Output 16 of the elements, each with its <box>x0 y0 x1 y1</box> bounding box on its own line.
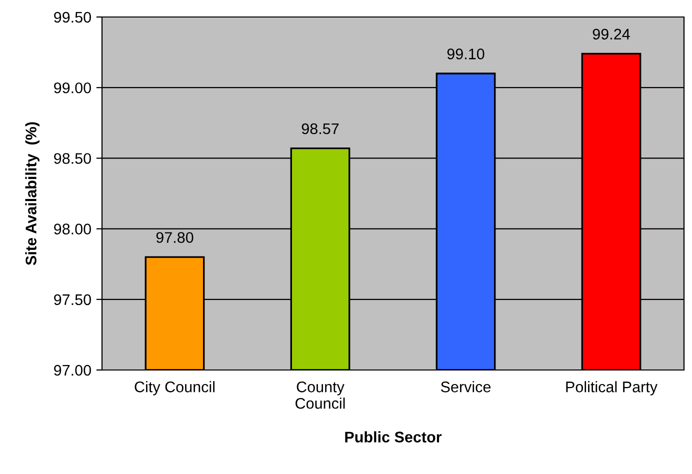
y-tick-label: 99.50 <box>54 12 91 23</box>
x-axis-title: Public Sector <box>345 431 442 442</box>
y-tick-label: 98.00 <box>54 224 91 234</box>
y-axis-title: Site Availability (%) <box>25 122 40 266</box>
y-tick-label: 97.00 <box>54 364 91 376</box>
data-label: 97.80 <box>156 232 194 243</box>
x-tick-label: Political Party <box>566 381 658 396</box>
data-label: 98.57 <box>302 123 339 134</box>
x-tick-label: City Council <box>134 381 214 396</box>
x-tick-label: County Council <box>296 382 345 409</box>
x-tick-label: Service <box>440 381 491 392</box>
y-tick-label: 97.50 <box>54 294 91 306</box>
data-label: 99.10 <box>447 48 484 60</box>
data-label: 99.24 <box>592 28 630 40</box>
y-tick-label: 98.50 <box>54 153 91 164</box>
y-tick-label: 99.00 <box>54 82 91 94</box>
